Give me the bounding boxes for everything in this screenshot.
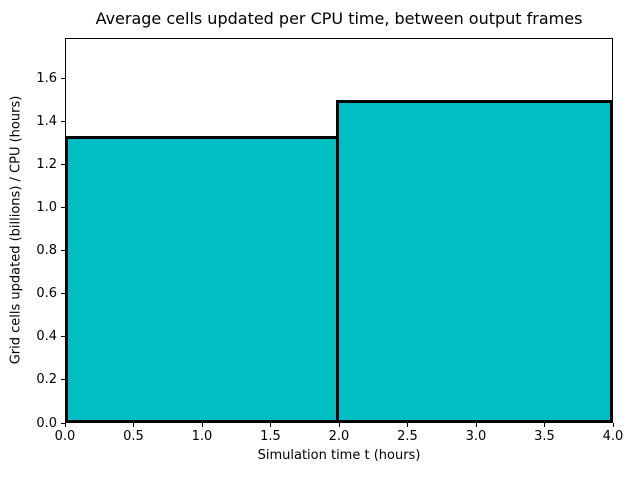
- y-tick-mark: [61, 422, 65, 424]
- y-tick-mark: [61, 121, 65, 123]
- x-tick-label: 1.0: [191, 429, 213, 444]
- x-tick-mark: [475, 423, 477, 427]
- y-tick-mark: [61, 336, 65, 338]
- plot-area: 0.0 0.5 1.0 1.5 2.0 2.5 3.0 3.5 4.0 0.0 0.2 0.4 0.6 0…: [36, 38, 623, 444]
- y-tick-mark: [61, 379, 65, 381]
- x-tick-mark: [270, 423, 271, 427]
- x-tick-mark: [544, 423, 545, 427]
- x-tick-label: 1.5: [260, 429, 281, 444]
- x-tick-mark: [64, 423, 66, 427]
- x-tick-label: 2.0: [328, 429, 350, 444]
- x-tick-mark: [338, 423, 340, 427]
- y-tick-mark: [61, 164, 65, 166]
- y-tick-mark: [61, 293, 65, 295]
- x-tick-label: 4.0: [602, 429, 624, 444]
- y-tick-mark: [61, 250, 65, 252]
- y-tick-mark: [61, 207, 65, 209]
- x-tick-mark: [201, 423, 203, 427]
- x-tick-mark: [407, 423, 408, 427]
- x-tick-mark: [133, 423, 134, 427]
- bar: [65, 135, 339, 423]
- x-tick-label: 3.0: [465, 429, 487, 444]
- x-tick-label: 0.5: [123, 429, 144, 444]
- x-tick-label: 3.5: [534, 429, 555, 444]
- y-tick-label: 0.8: [36, 243, 57, 259]
- y-tick-label: 1.6: [36, 71, 57, 87]
- y-tick-label: 1.4: [36, 114, 57, 130]
- y-tick-label: 0.2: [36, 372, 57, 388]
- y-axis-label: Grid cells updated (billions) / CPU (hou…: [8, 95, 24, 365]
- x-tick-label: 2.5: [397, 429, 418, 444]
- bar: [336, 100, 613, 423]
- y-tick-label: 1.0: [36, 200, 57, 216]
- chart-title: Average cells updated per CPU time, betw…: [95, 9, 583, 28]
- y-tick-label: 0.6: [36, 286, 57, 302]
- x-tick-label: 0.0: [54, 429, 76, 444]
- x-tick-mark: [612, 423, 614, 427]
- y-tick-label: 0.4: [36, 329, 57, 345]
- y-tick-mark: [61, 78, 65, 80]
- y-tick-label: 1.2: [36, 157, 57, 173]
- y-tick-label: 0.0: [36, 415, 57, 431]
- x-axis-label: Simulation time t (hours): [257, 448, 421, 463]
